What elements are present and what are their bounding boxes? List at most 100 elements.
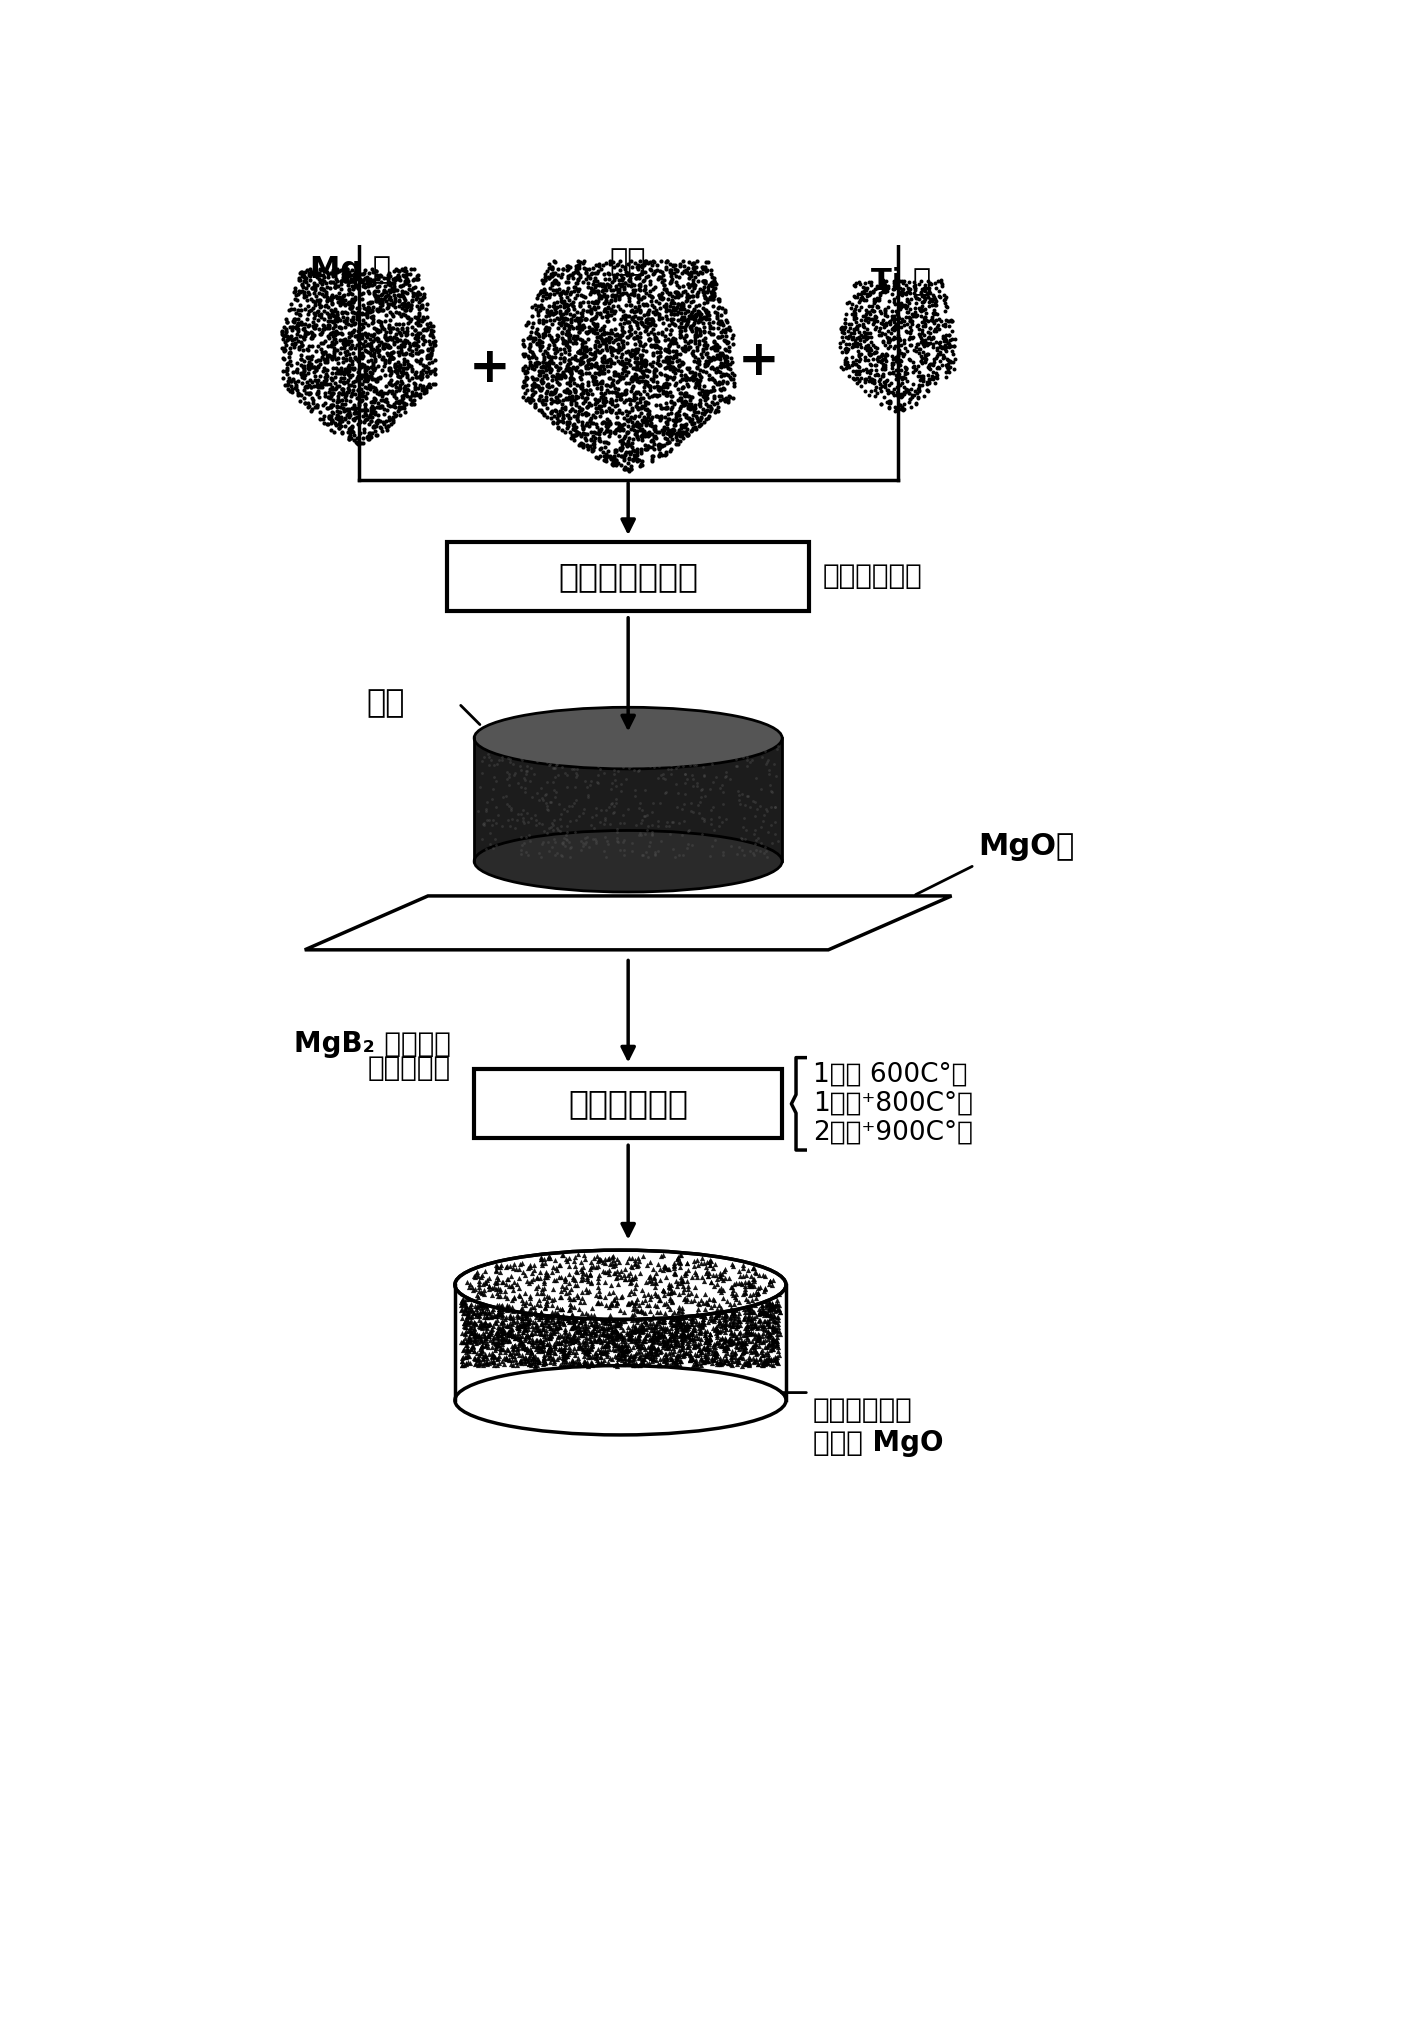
Point [337,288,360,321]
Point [524,350,547,382]
Point [309,300,332,333]
Point [873,352,896,384]
Point [572,427,595,460]
Point [923,294,946,327]
Point [535,1314,558,1347]
Point [609,1278,632,1310]
Point [897,300,920,333]
Point [604,294,627,327]
Point [594,1318,617,1351]
Point [614,452,637,484]
Point [766,1302,789,1335]
Point [561,392,584,425]
Point [655,1288,678,1320]
Point [356,421,379,454]
Point [486,1265,508,1298]
Point [337,405,360,437]
Point [537,826,560,858]
Point [602,296,625,329]
Point [721,1298,743,1331]
Point [722,1267,745,1300]
Point [299,376,322,409]
Point [530,284,553,317]
Point [362,392,384,425]
Point [514,771,537,803]
Point [705,1288,728,1320]
Point [676,327,699,360]
Point [708,366,731,399]
Point [665,327,688,360]
Point [752,836,775,869]
Point [490,1329,513,1361]
Point [685,1339,708,1372]
Point [877,376,900,409]
Point [525,313,548,345]
Point [491,1316,514,1349]
Point [562,1304,585,1337]
Point [558,840,581,873]
Point [359,360,382,392]
Point [410,374,433,407]
Point [416,309,439,341]
Point [555,329,578,362]
Point [602,303,625,335]
Point [337,356,360,388]
Point [686,1298,709,1331]
Point [876,323,899,356]
Point [624,300,646,333]
Point [637,1296,659,1329]
Point [682,1331,705,1363]
Point [658,329,681,362]
Point [558,323,581,356]
Point [917,327,940,360]
Point [743,1333,766,1365]
Point [893,331,916,364]
Point [749,730,772,762]
Point [416,341,439,374]
Point [456,1345,478,1378]
Point [661,1349,684,1382]
Point [853,331,876,364]
Point [498,1314,521,1347]
Point [748,1320,770,1353]
Point [847,286,870,319]
Point [571,280,594,313]
Point [571,368,594,401]
Point [760,1325,783,1357]
Point [614,427,637,460]
Point [629,307,652,339]
Point [554,309,577,341]
Point [490,1320,513,1353]
Point [515,1298,538,1331]
Point [715,1331,738,1363]
Point [538,1282,561,1314]
Point [456,1296,478,1329]
Point [695,1296,718,1329]
Point [857,278,880,311]
Point [666,1267,689,1300]
Point [558,376,581,409]
Point [561,298,584,331]
Point [279,374,302,407]
Point [379,360,402,392]
Point [659,264,682,296]
Point [345,319,367,352]
Point [451,1341,474,1374]
Point [712,360,735,392]
Point [752,1296,775,1329]
Point [671,1329,693,1361]
Point [933,309,956,341]
Point [382,401,404,433]
Point [367,270,390,303]
Point [918,274,941,307]
Point [664,417,686,450]
Point [592,286,615,319]
Point [572,1314,595,1347]
Point [664,360,686,392]
Point [582,1312,605,1345]
Point [659,1275,682,1308]
Point [659,1294,682,1327]
Point [692,329,715,362]
Point [666,1343,689,1376]
Point [674,1325,696,1357]
